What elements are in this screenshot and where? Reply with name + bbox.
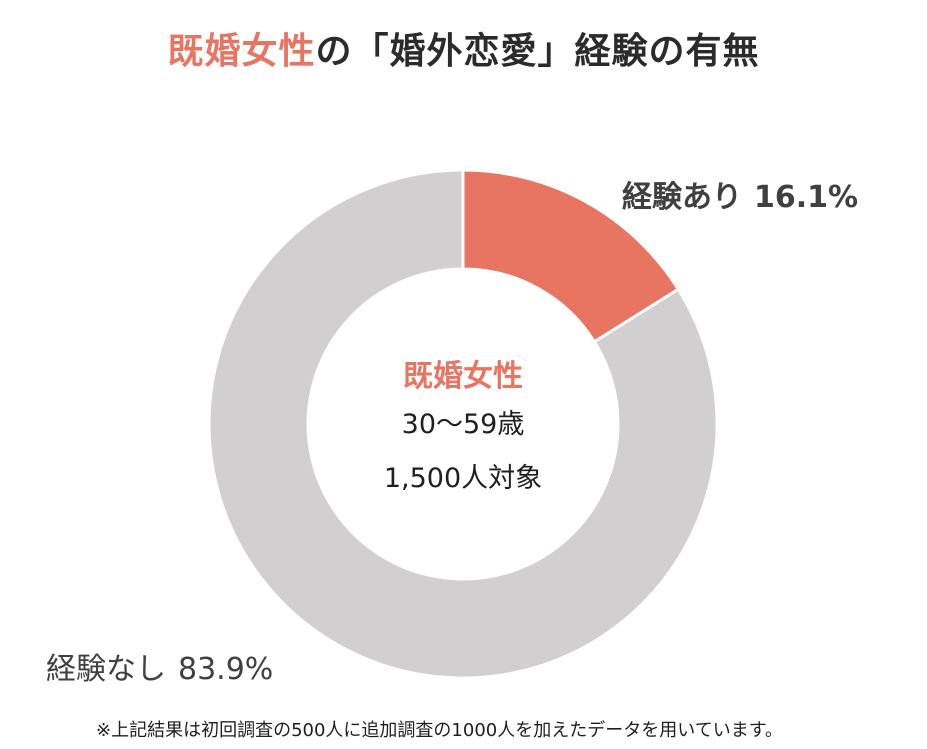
label-experienced: 経験あり 16.1% [622,172,858,216]
center-age-range: 30〜59歳 [401,409,525,440]
label-not-experienced-pct: 83.9% [178,652,274,687]
label-experienced-pct: 16.1% [754,180,859,215]
chart-title: 既婚女性の「婚外恋愛」経験の有無 [0,22,927,74]
slice-not-experienced [207,168,719,680]
chart-title-highlight: 既婚女性 [167,31,316,72]
footnote: ※上記結果は初回調査の500人に追加調査の1000人を加えたデータを用いています… [96,720,783,741]
chart-title-rest: の「婚外恋愛」経験の有無 [315,31,760,72]
label-not-experienced: 経験なし 83.9% [46,644,273,688]
center-sample-size: 1,500人対象 [383,463,543,494]
label-not-experienced-name: 経験なし [46,652,166,687]
center-title: 既婚女性 [403,359,523,394]
label-experienced-name: 経験あり [622,180,742,215]
donut-center-text: 既婚女性 30〜59歳 1,500人対象 [313,356,613,506]
